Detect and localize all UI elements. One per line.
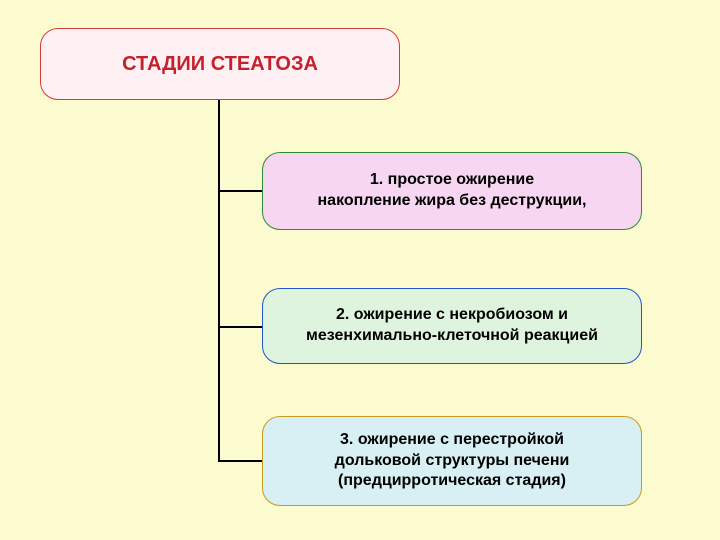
stage-3-line-3: (предцирротическая стадия) bbox=[338, 471, 566, 492]
stage-box-3: 3. ожирение с перестройкойдольковой стру… bbox=[262, 416, 642, 506]
connector-branch-3 bbox=[218, 460, 262, 462]
stage-box-2: 2. ожирение с некробиозом имезенхимально… bbox=[262, 288, 642, 364]
stage-box-1: 1. простое ожирениенакопление жира без д… bbox=[262, 152, 642, 230]
stage-1-line-1: 1. простое ожирение bbox=[370, 170, 534, 191]
stage-3-line-1: 3. ожирение с перестройкой bbox=[340, 430, 564, 451]
connector-branch-2 bbox=[218, 326, 262, 328]
title-box: СТАДИИ СТЕАТОЗА bbox=[40, 28, 400, 100]
connector-trunk bbox=[218, 100, 220, 462]
stage-2-line-1: 2. ожирение с некробиозом и bbox=[336, 305, 568, 326]
stage-3-line-2: дольковой структуры печени bbox=[335, 451, 570, 472]
stage-1-line-2: накопление жира без деструкции, bbox=[318, 191, 587, 212]
stage-2-line-2: мезенхимально-клеточной реакцией bbox=[306, 326, 598, 347]
diagram-canvas: СТАДИИ СТЕАТОЗА 1. простое ожирениенакопл… bbox=[0, 0, 720, 540]
title-text: СТАДИИ СТЕАТОЗА bbox=[122, 51, 318, 77]
connector-branch-1 bbox=[218, 190, 262, 192]
